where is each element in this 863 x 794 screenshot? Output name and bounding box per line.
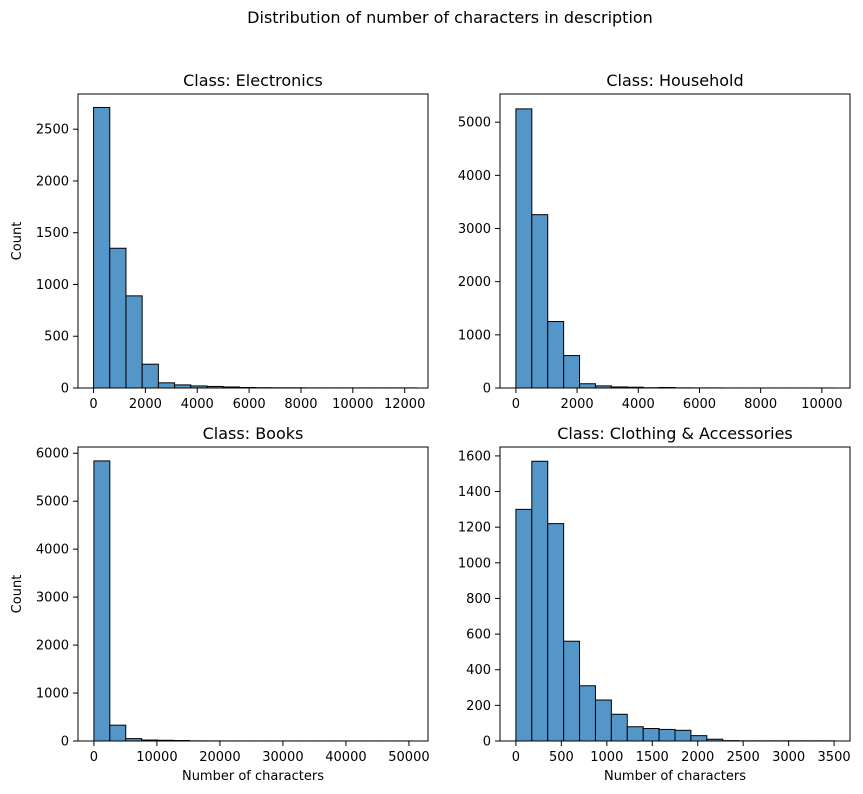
histogram-bar <box>658 728 676 742</box>
histogram-bar <box>642 728 660 742</box>
subplot-4: 0 500 1000 1500 2000 2500 3000 3500 0 200 400 600 80… <box>458 424 851 784</box>
subplot-title: Class: Clothing & Accessories <box>557 424 793 443</box>
histogram-bar <box>579 383 596 389</box>
y-tick-label: 3000 <box>36 591 69 606</box>
y-tick-label: 500 <box>44 330 69 345</box>
x-tick-label: 6000 <box>683 397 716 412</box>
histogram-bar <box>109 247 127 389</box>
y-tick-label: 2000 <box>458 275 491 290</box>
y-tick-label: 1400 <box>458 485 491 500</box>
subplot-grid: 0 2000 4000 6000 8000 10000 120000500100015002… <box>10 71 851 784</box>
subplot-3: 0 10000 20000 30000 40000 50000 0 1000 2000 3000 4… <box>10 424 430 784</box>
histogram-bar <box>563 640 581 742</box>
x-tick-label: 2000 <box>561 397 594 412</box>
x-tick-label: 0 <box>512 750 520 765</box>
y-axis-label: Count <box>10 222 25 261</box>
x-tick-label: 30000 <box>262 750 303 765</box>
histogram-bar <box>690 735 708 742</box>
y-tick-label: 5000 <box>458 116 491 131</box>
y-tick-label: 1000 <box>458 556 491 571</box>
histogram-bar <box>141 363 159 389</box>
histogram-bar <box>610 713 628 742</box>
axes-frame <box>499 446 851 742</box>
y-tick-label: 1500 <box>36 226 69 241</box>
x-tick-label: 0 <box>89 397 97 412</box>
y-axis-label: Count <box>10 575 25 614</box>
x-tick-label: 6000 <box>233 397 266 412</box>
y-tick-label: 400 <box>466 663 491 678</box>
x-tick-label: 2000 <box>129 397 162 412</box>
x-tick-label: 1000 <box>590 750 623 765</box>
y-tick-label: 600 <box>466 628 491 643</box>
x-tick-label: 2500 <box>727 750 760 765</box>
x-tick-label: 3500 <box>818 750 851 765</box>
y-tick-label: 5000 <box>36 495 69 510</box>
histogram-bar <box>626 726 644 742</box>
axes-frame <box>77 93 429 389</box>
subplot-title: Class: Electronics <box>183 71 323 90</box>
histogram-bar <box>93 106 111 389</box>
histogram-bar <box>594 699 612 742</box>
y-tick-label: 2000 <box>36 639 69 654</box>
y-tick-label: 3000 <box>458 222 491 237</box>
y-tick-label: 2500 <box>36 123 69 138</box>
x-tick-label: 8000 <box>284 397 317 412</box>
histogram-bar <box>515 508 533 742</box>
x-tick-label: 10000 <box>136 750 177 765</box>
subplot-title: Class: Books <box>203 424 304 443</box>
x-tick-label: 4000 <box>622 397 655 412</box>
x-tick-label: 0 <box>512 397 520 412</box>
histogram-bar <box>157 382 176 389</box>
x-tick-label: 2000 <box>681 750 714 765</box>
y-tick-label: 0 <box>483 382 491 397</box>
axes-frame <box>499 93 851 389</box>
subplot-2: 0 2000 4000 6000 8000 10000 0 1000 2000 3000 4000 5… <box>458 71 851 412</box>
x-tick-label: 1500 <box>636 750 669 765</box>
x-tick-label: 3000 <box>772 750 805 765</box>
y-tick-label: 2000 <box>36 174 69 189</box>
x-tick-label: 12000 <box>384 397 425 412</box>
y-tick-label: 200 <box>466 699 491 714</box>
x-tick-label: 50000 <box>388 750 429 765</box>
histogram-bar <box>93 460 111 742</box>
subplot-title: Class: Household <box>606 71 743 90</box>
y-tick-label: 4000 <box>36 543 69 558</box>
y-tick-label: 1000 <box>458 328 491 343</box>
x-axis-label: Number of characters <box>182 769 324 784</box>
y-tick-label: 6000 <box>36 447 69 462</box>
y-tick-label: 1000 <box>36 687 69 702</box>
y-tick-label: 0 <box>61 735 69 750</box>
x-tick-label: 20000 <box>199 750 240 765</box>
x-tick-label: 40000 <box>325 750 366 765</box>
x-tick-label: 8000 <box>744 397 777 412</box>
histogram-bar <box>547 523 565 742</box>
histogram-bar <box>109 724 127 742</box>
axes-frame <box>77 446 429 742</box>
histogram-bar <box>515 108 533 389</box>
histogram-bar <box>547 321 565 389</box>
x-tick-label: 0 <box>90 750 98 765</box>
x-tick-label: 4000 <box>181 397 214 412</box>
histogram-bar <box>531 460 549 742</box>
figure-suptitle: Distribution of number of characters in … <box>247 8 653 27</box>
y-tick-label: 800 <box>466 592 491 607</box>
subplot-1: 0 2000 4000 6000 8000 10000 12000 0 500 1000 1500 2… <box>10 71 429 412</box>
y-tick-label: 0 <box>61 382 69 397</box>
y-tick-label: 1000 <box>36 278 69 293</box>
y-tick-label: 1600 <box>458 449 491 464</box>
x-tick-label: 10000 <box>332 397 373 412</box>
y-tick-label: 4000 <box>458 169 491 184</box>
histogram-bar <box>563 355 581 389</box>
x-axis-label: Number of characters <box>604 769 746 784</box>
histogram-bar <box>674 729 692 742</box>
y-tick-label: 1200 <box>458 521 491 536</box>
histogram-bar <box>125 295 143 389</box>
y-tick-label: 0 <box>483 735 491 750</box>
x-tick-label: 10000 <box>801 397 842 412</box>
x-tick-label: 500 <box>549 750 574 765</box>
histogram-bar <box>579 685 596 742</box>
histogram-bar <box>531 214 549 389</box>
